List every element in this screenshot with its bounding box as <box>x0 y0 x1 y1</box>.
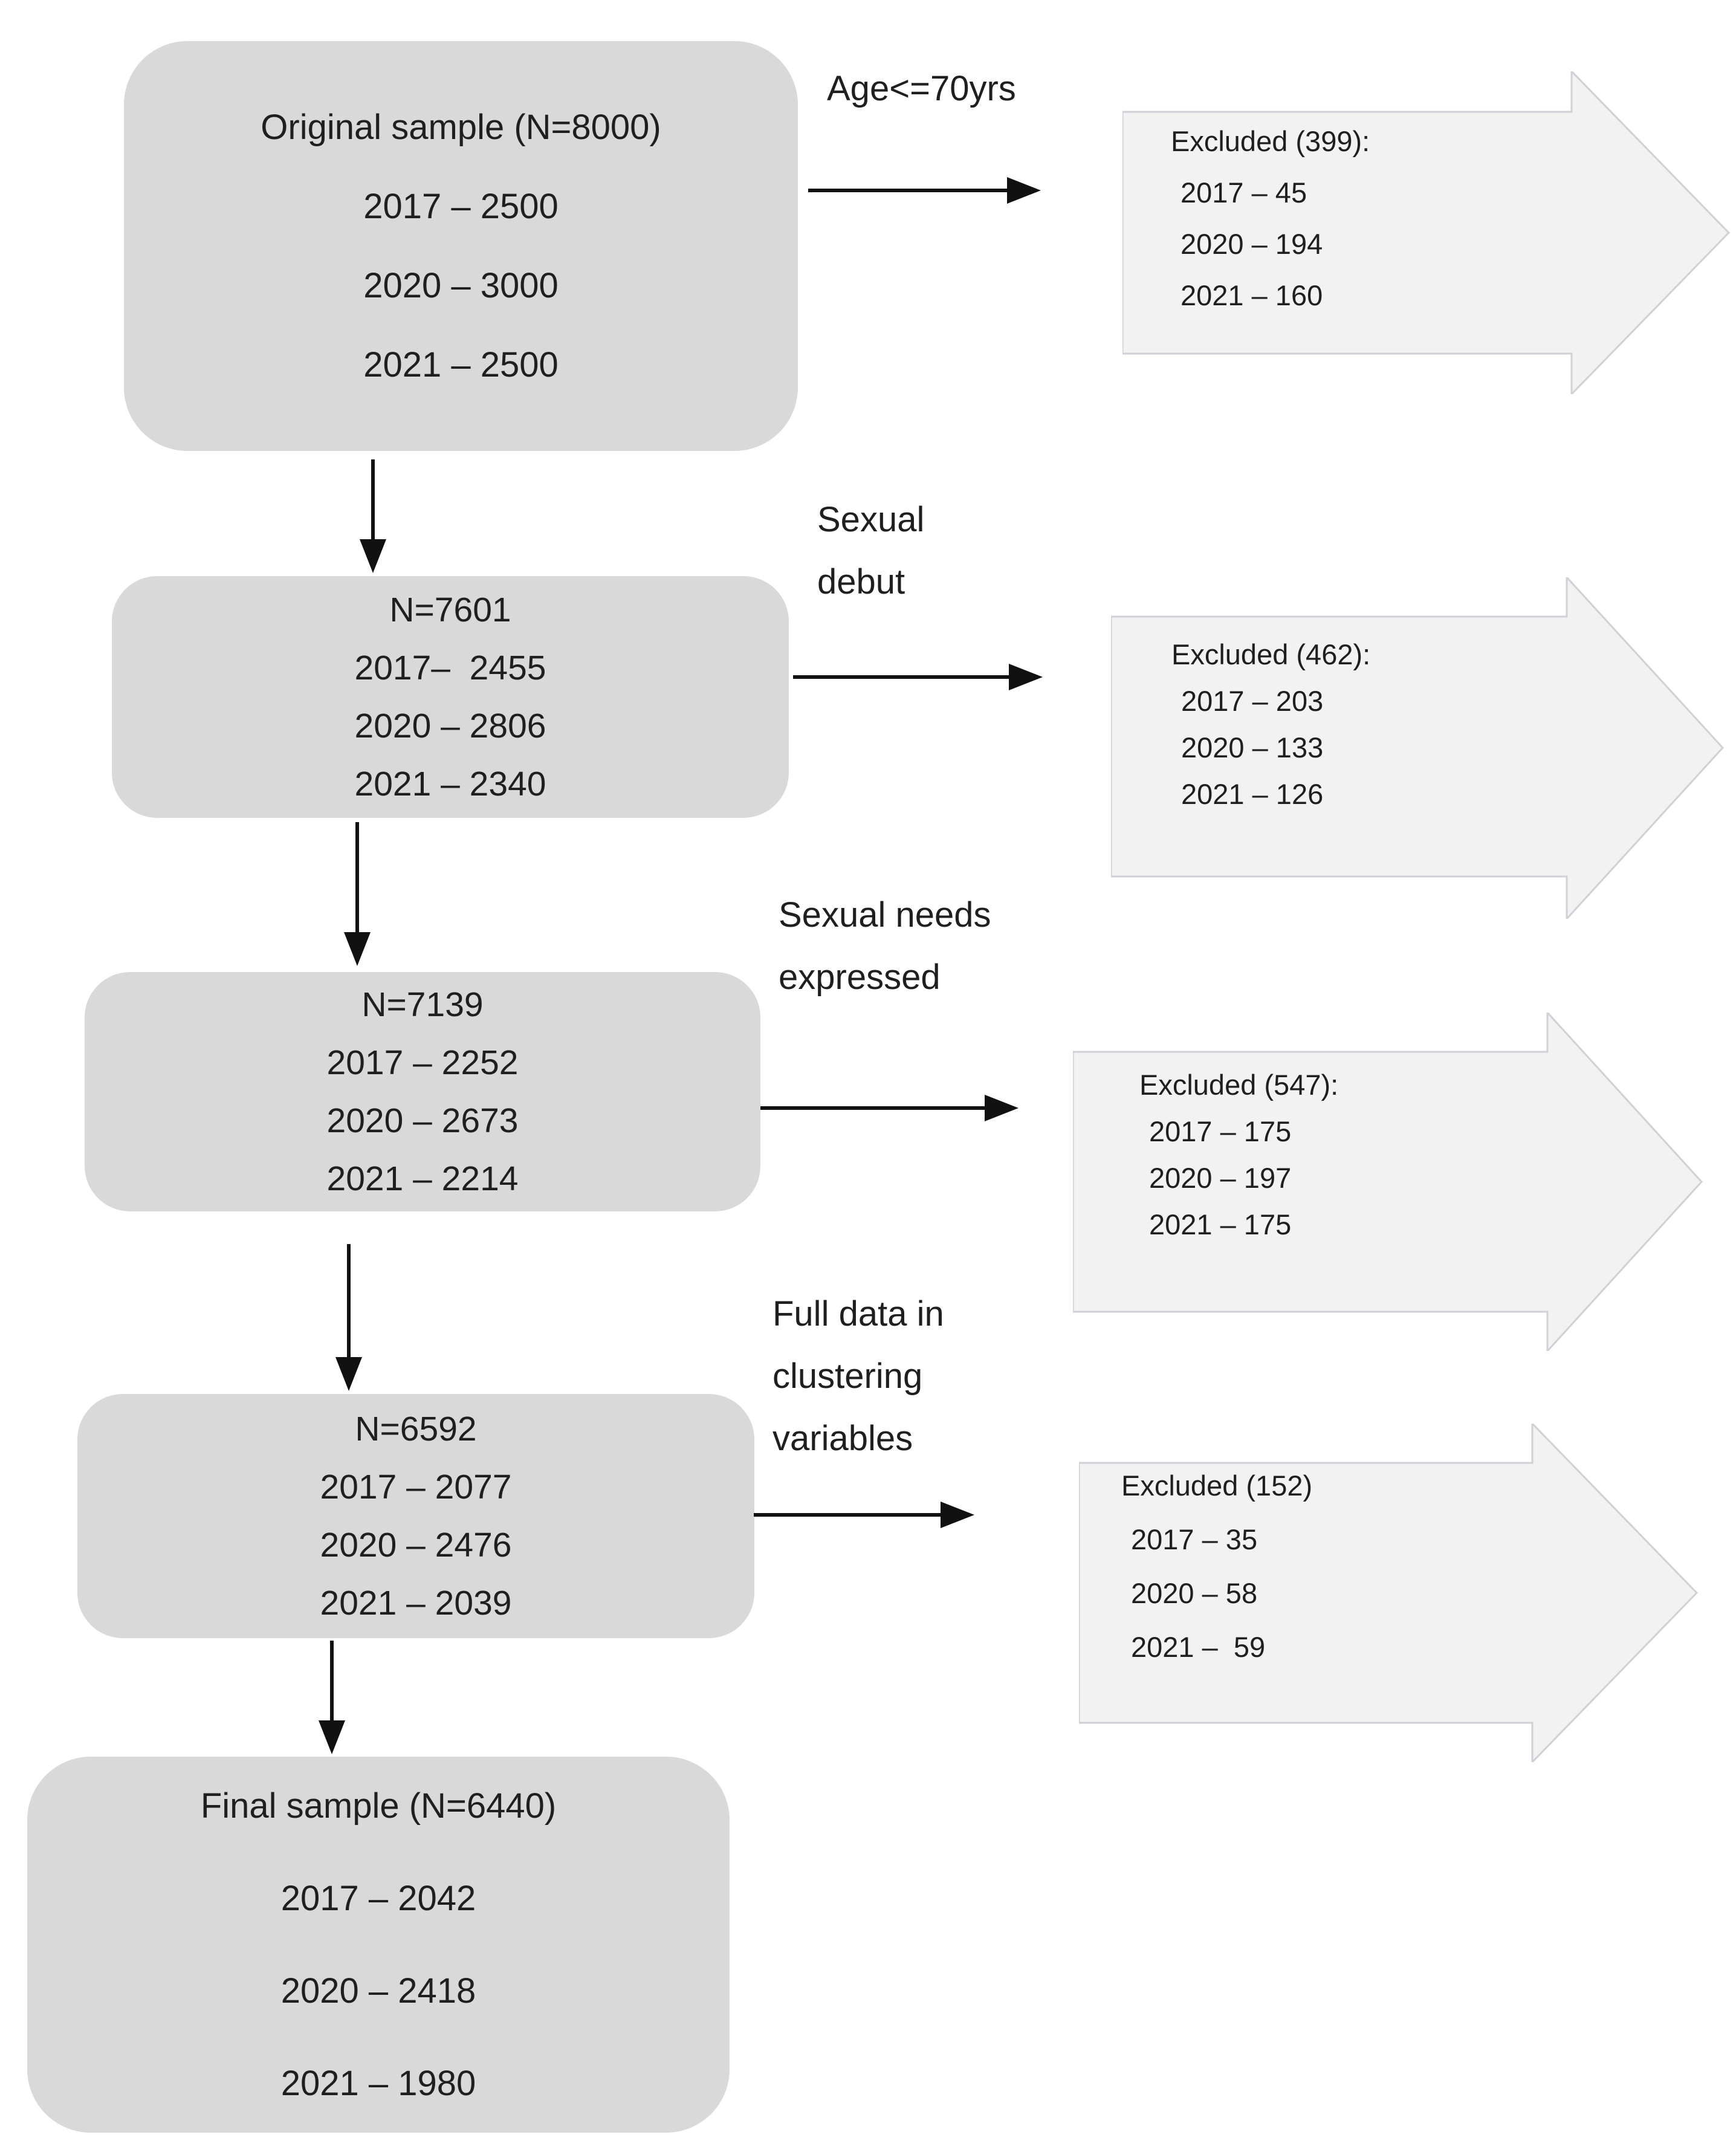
box-line: 2017 – 2042 <box>280 1879 476 1918</box>
box-line: 2020 – 2673 <box>326 1101 519 1140</box>
flow-box-final-sample: Final sample (N=6440) 2017 – 2042 2020 –… <box>27 1757 730 2133</box>
exclusion-arrow-2: Excluded (462): 2017 – 203 2020 – 133 20… <box>1111 577 1730 919</box>
step-label-age: Age<=70yrs <box>827 69 1016 108</box>
box-title: Original sample (N=8000) <box>261 108 661 147</box>
exclusion-header: Excluded (399): <box>1171 125 1370 157</box>
box-line: 2021 – 2039 <box>320 1584 512 1622</box>
step-label-full-data: Full data in clustering variables <box>772 1294 944 1459</box>
box-line: 2017 – 2500 <box>363 187 559 226</box>
exclusion-line: 2021 – 175 <box>1149 1208 1292 1240</box>
box-title: N=7601 <box>389 591 511 629</box>
box-line: 2020 – 2806 <box>354 707 546 745</box>
box-line: 2017– 2455 <box>354 649 546 687</box>
right-arrowhead-icon <box>941 1502 974 1528</box>
right-arrow-line <box>760 1106 986 1110</box>
box-line: 2020 – 2418 <box>280 1971 476 2011</box>
box-line: 2021 – 2500 <box>363 345 559 384</box>
exclusion-line: 2020 – 197 <box>1149 1162 1292 1194</box>
right-arrow-line <box>754 1513 942 1517</box>
box-line: 2021 – 2340 <box>354 765 546 803</box>
exclusion-line: 2021 – 59 <box>1131 1631 1266 1663</box>
right-arrow-line <box>793 675 1011 679</box>
box-line: 2020 – 2476 <box>320 1526 512 1564</box>
exclusion-arrow-1: Excluded (399): 2017 – 45 2020 – 194 202… <box>1122 71 1736 394</box>
right-arrowhead-icon <box>1009 664 1043 690</box>
exclusion-line: 2017 – 45 <box>1181 177 1307 209</box>
step-label-sexual-needs: Sexual needs expressed <box>779 895 991 997</box>
box-line: 2020 – 3000 <box>363 266 559 305</box>
exclusion-arrow-3: Excluded (547): 2017 – 175 2020 – 197 20… <box>1073 1013 1703 1351</box>
down-arrow-line <box>355 822 359 934</box>
flow-box-n7601: N=7601 2017– 2455 2020 – 2806 2021 – 234… <box>112 576 789 818</box>
down-arrowhead-icon <box>360 539 386 573</box>
down-arrowhead-icon <box>344 932 371 966</box>
box-title: N=6592 <box>355 1410 477 1448</box>
box-line: 2021 – 1980 <box>280 2064 476 2103</box>
exclusion-arrow-4: Excluded (152) 2017 – 35 2020 – 58 2021 … <box>1079 1424 1699 1762</box>
flow-box-original-sample: Original sample (N=8000) 2017 – 2500 202… <box>124 41 798 451</box>
exclusion-line: 2021 – 126 <box>1181 778 1324 810</box>
exclusion-header: Excluded (547): <box>1139 1069 1339 1101</box>
exclusion-line: 2017 – 203 <box>1181 685 1324 717</box>
down-arrow-line <box>371 459 375 541</box>
right-arrowhead-icon <box>985 1095 1019 1121</box>
exclusion-line: 2017 – 175 <box>1149 1115 1292 1147</box>
step-label-sexual-debut: Sexual debut <box>817 500 925 602</box>
exclusion-line: 2017 – 35 <box>1131 1523 1258 1555</box>
right-block-arrow-shape <box>1122 71 1731 394</box>
exclusion-line: 2020 – 58 <box>1131 1577 1258 1609</box>
down-arrow-line <box>330 1641 334 1722</box>
right-arrowhead-icon <box>1007 177 1041 204</box>
down-arrowhead-icon <box>335 1357 362 1391</box>
right-block-arrow-shape <box>1079 1424 1699 1762</box>
right-block-arrow-shape <box>1073 1013 1703 1351</box>
exclusion-header: Excluded (462): <box>1171 638 1371 670</box>
box-title: N=7139 <box>361 985 484 1024</box>
box-title: Final sample (N=6440) <box>200 1786 557 1826</box>
box-line: 2017 – 2077 <box>320 1468 512 1506</box>
exclusion-line: 2020 – 133 <box>1181 731 1324 763</box>
exclusion-header: Excluded (152) <box>1121 1470 1313 1502</box>
down-arrow-line <box>347 1244 351 1359</box>
right-block-arrow-shape <box>1111 577 1725 919</box>
flow-box-n6592: N=6592 2017 – 2077 2020 – 2476 2021 – 20… <box>77 1394 754 1638</box>
flow-box-n7139: N=7139 2017 – 2252 2020 – 2673 2021 – 22… <box>85 972 760 1211</box>
right-arrow-line <box>808 189 1009 192</box>
exclusion-line: 2020 – 194 <box>1181 228 1323 260</box>
exclusion-line: 2021 – 160 <box>1181 279 1323 311</box>
box-line: 2017 – 2252 <box>326 1043 519 1082</box>
box-line: 2021 – 2214 <box>326 1159 519 1198</box>
down-arrowhead-icon <box>319 1720 345 1754</box>
